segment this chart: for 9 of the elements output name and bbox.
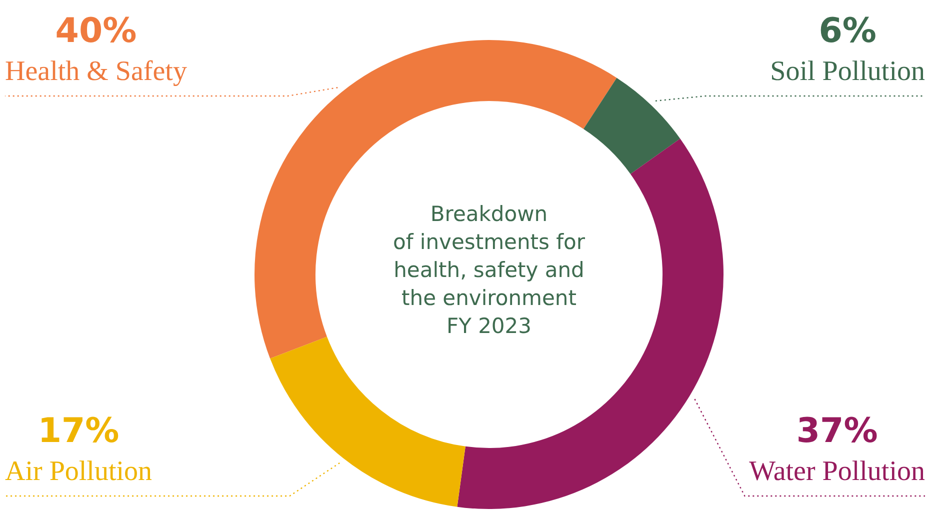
data-label: 17% [38, 411, 120, 451]
slice-label: Health & Safety [5, 56, 187, 87]
slice-label: Water Pollution [749, 456, 925, 487]
data-label: 37% [796, 411, 878, 451]
slice-label: Air Pollution [5, 456, 152, 487]
data-label: 40% [55, 11, 137, 51]
slice-label: Soil Pollution [770, 56, 925, 87]
data-label: 6% [818, 11, 876, 51]
text: Breakdown of investments for health, safety and the environment FY 2023 [392, 201, 586, 340]
